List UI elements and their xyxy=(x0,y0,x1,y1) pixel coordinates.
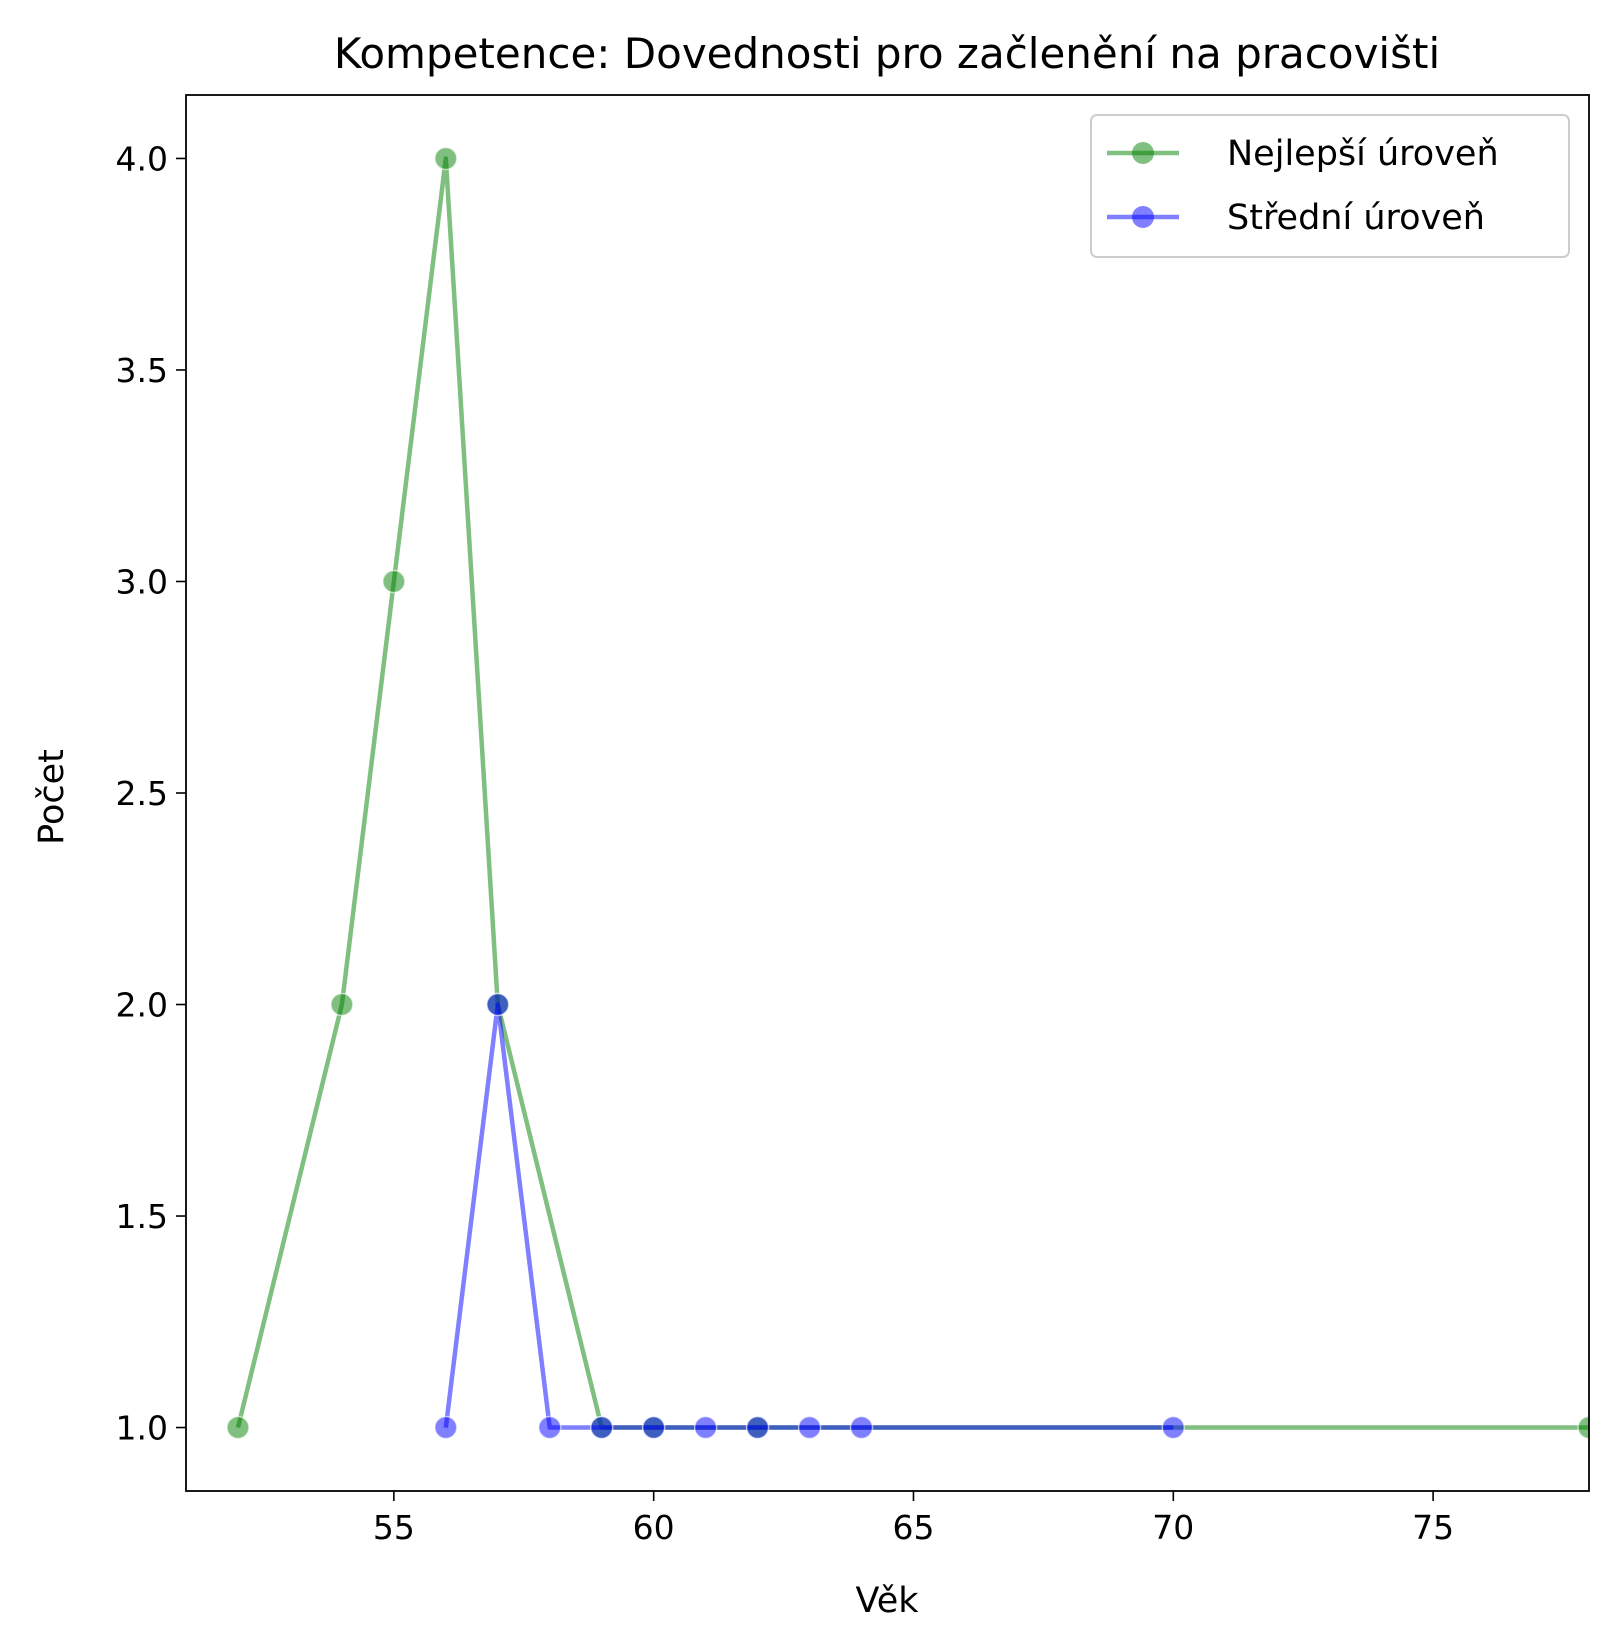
data-point xyxy=(745,1415,770,1440)
series-line-1 xyxy=(235,156,1589,1430)
data-point xyxy=(486,992,510,1017)
plot-area: 55 60 65 70 75 1.0 1.5 2.0 2.5 3.0 3.5 4.0 xyxy=(116,94,1590,1547)
data-point xyxy=(849,1415,874,1440)
y-axis-title: Počet xyxy=(32,749,72,845)
x-axis-title: Věk xyxy=(855,1581,919,1621)
legend-marker-1 xyxy=(1132,142,1154,164)
y-tick-label: 2.5 xyxy=(116,774,168,813)
data-point xyxy=(537,1415,562,1440)
x-tick-label: 65 xyxy=(892,1508,934,1547)
data-point xyxy=(382,569,406,594)
data-point xyxy=(1161,1415,1186,1440)
plot-frame xyxy=(185,94,1590,1492)
y-tick-label: 3.5 xyxy=(116,351,168,390)
data-point xyxy=(330,992,354,1017)
data-point xyxy=(434,146,458,171)
data-point xyxy=(1577,1415,1589,1440)
legend-label-1: Nejlepší úroveň xyxy=(1227,134,1499,174)
y-tick-label: 4.0 xyxy=(116,139,168,178)
data-point xyxy=(226,1415,250,1440)
legend-marker-2 xyxy=(1132,206,1154,228)
x-tick-label: 60 xyxy=(633,1508,675,1547)
y-tick-label: 1.0 xyxy=(116,1409,168,1448)
y-tick-label: 2.0 xyxy=(116,986,168,1025)
data-point xyxy=(589,1415,614,1440)
legend: Nejlepší úroveň Střední úroveň xyxy=(1090,114,1570,258)
data-point xyxy=(797,1415,822,1440)
legend-label-2: Střední úroveň xyxy=(1227,198,1485,238)
y-tick-label: 3.0 xyxy=(116,562,168,601)
chart-title: Kompetence: Dovednosti pro začlenění na … xyxy=(334,29,1440,78)
x-tick-label: 70 xyxy=(1152,1508,1194,1547)
data-point xyxy=(693,1415,718,1440)
data-point xyxy=(434,1415,458,1440)
y-tick-label: 1.5 xyxy=(116,1197,168,1236)
data-point xyxy=(641,1415,666,1440)
series-line-2 xyxy=(443,1002,1174,1430)
series-layer xyxy=(226,146,1589,1440)
legend-box xyxy=(1090,114,1570,258)
x-tick-label: 55 xyxy=(373,1508,415,1547)
x-tick-label: 75 xyxy=(1412,1508,1454,1547)
